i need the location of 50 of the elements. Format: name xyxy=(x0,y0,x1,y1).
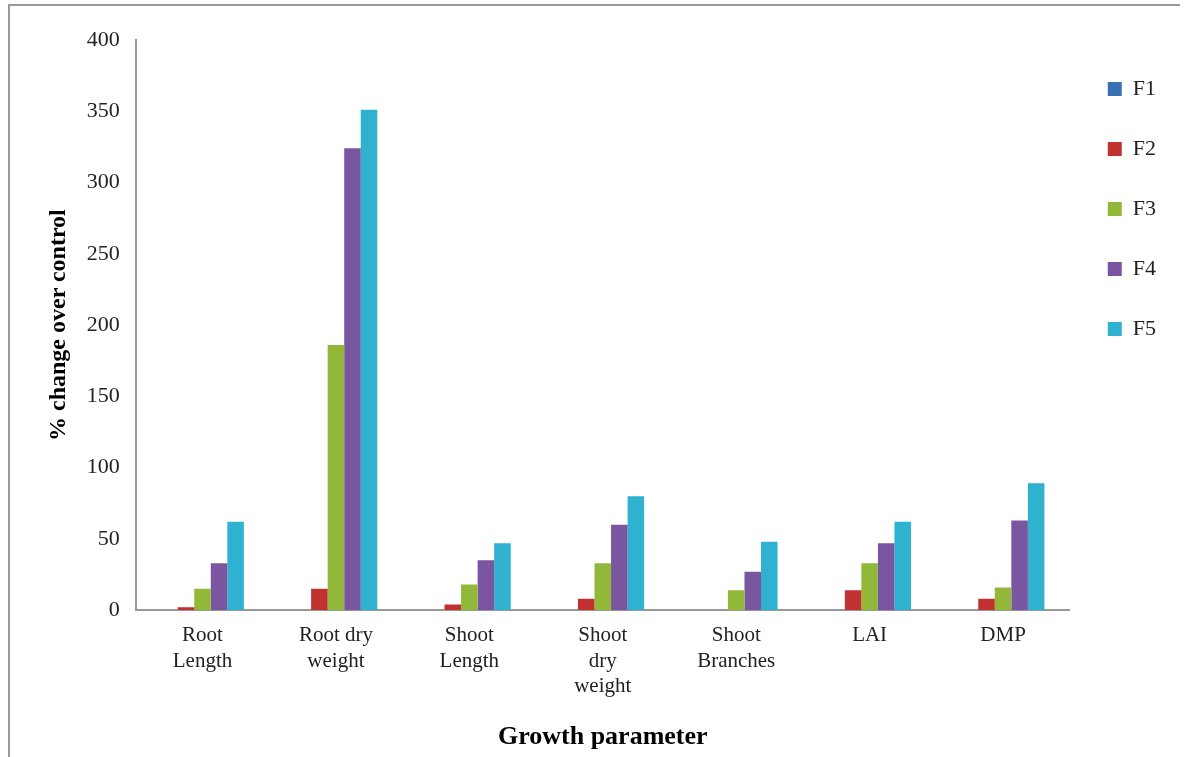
bar xyxy=(344,148,361,611)
y-tick-label: 350 xyxy=(86,97,120,123)
bar xyxy=(844,590,862,611)
x-tick-label: Shoot dry weight xyxy=(574,622,632,697)
y-tick-label: 150 xyxy=(86,382,120,408)
y-tick-label: 400 xyxy=(86,25,120,51)
x-tick-label: Shoot Length xyxy=(439,622,500,672)
legend-label: F2 xyxy=(1132,134,1157,160)
legend-label: F5 xyxy=(1132,314,1157,340)
bar xyxy=(477,560,495,611)
bar xyxy=(210,563,228,611)
bar xyxy=(1011,520,1028,611)
bar xyxy=(877,543,895,611)
bar xyxy=(494,543,511,611)
y-tick-label: 0 xyxy=(108,595,120,621)
x-tick-label: Root Length xyxy=(172,622,233,672)
y-tick-label: 200 xyxy=(86,310,120,336)
bar xyxy=(177,607,195,611)
bar xyxy=(861,563,878,611)
y-axis-title: % change over control xyxy=(43,208,70,441)
y-tick-label: 250 xyxy=(86,239,120,265)
bar xyxy=(227,521,244,611)
bar xyxy=(611,524,628,611)
y-tick-label: 100 xyxy=(86,453,120,479)
legend-label: F1 xyxy=(1132,74,1157,100)
bar xyxy=(577,598,595,611)
bar xyxy=(327,345,345,611)
bar xyxy=(194,588,211,611)
bar xyxy=(894,521,911,611)
bar xyxy=(360,109,378,611)
bar xyxy=(727,590,745,611)
bar xyxy=(627,496,645,611)
bar xyxy=(311,588,328,611)
bar xyxy=(978,598,995,611)
x-tick-label: LAI xyxy=(852,622,888,647)
x-tick-label: Shoot Branches xyxy=(697,622,776,672)
y-tick-label: 300 xyxy=(86,168,120,194)
y-tick-label: 50 xyxy=(97,524,120,550)
bar xyxy=(444,604,462,611)
bar xyxy=(744,571,762,611)
bar xyxy=(1027,483,1045,611)
bar xyxy=(761,541,778,611)
bar xyxy=(994,587,1012,611)
x-tick-label: Root dry weight xyxy=(298,622,374,672)
legend-label: F4 xyxy=(1132,254,1157,280)
x-axis-title: Growth parameter xyxy=(497,721,708,751)
bar xyxy=(461,584,478,611)
x-tick-label: DMP xyxy=(980,622,1026,647)
legend-label: F3 xyxy=(1132,194,1157,220)
bar xyxy=(594,563,612,611)
